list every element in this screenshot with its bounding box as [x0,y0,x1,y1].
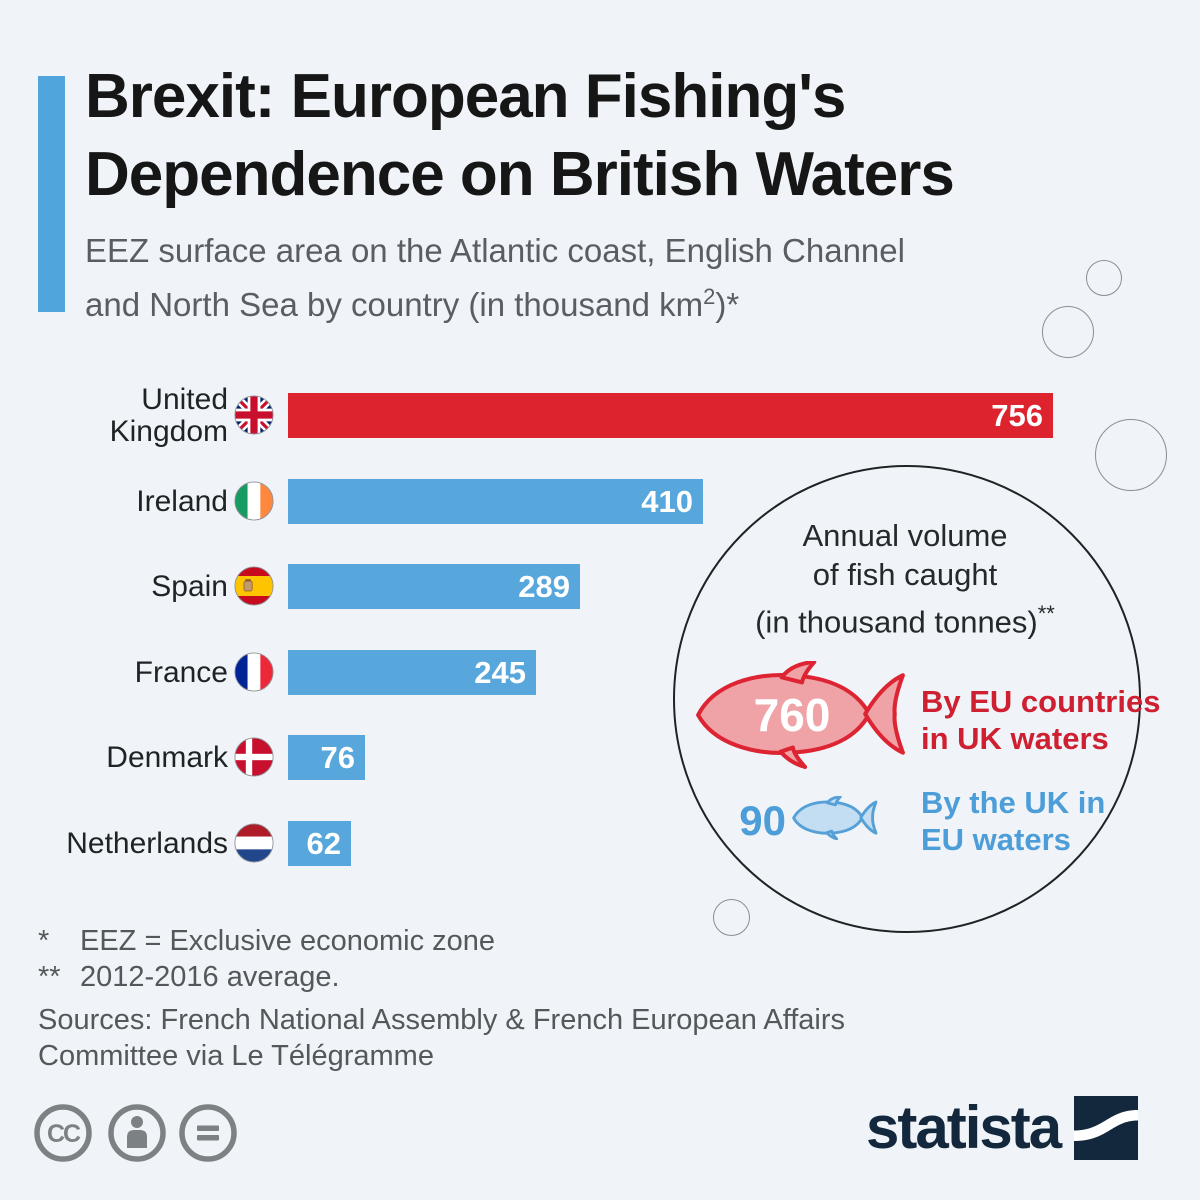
flag-france-icon [234,652,274,692]
bubble-decoration [713,899,750,936]
flag-united-kingdom-icon [234,395,274,435]
cc-nd-equals-icon[interactable] [177,1102,239,1164]
chart-subtitle: EEZ surface area on the Atlantic coast, … [85,232,905,323]
flag-netherlands-icon [234,823,274,863]
bar-netherlands: 62 [288,821,351,866]
bar-value: 289 [518,568,570,604]
small-fish-icon [792,796,878,840]
country-label: Denmark [106,740,228,774]
page-title: Brexit: European Fishing's Dependence on … [85,58,955,214]
bar-united-kingdom: 756 [288,393,1053,438]
footnote-eez: * EEZ = Exclusive economic zone [38,925,496,957]
big-fish-icon [696,661,905,769]
country-label: France [134,655,228,689]
bubble-decoration [1095,419,1167,491]
bar-value: 76 [320,739,355,775]
title-line-1: Brexit: European Fishing's [85,62,846,131]
country-label: Netherlands [66,826,228,860]
bar-france: 245 [288,650,536,695]
statista-wordmark: statista [866,1094,1062,1161]
title-line-2: Dependence on British Waters [85,140,955,209]
country-label: Ireland [136,484,228,518]
flag-denmark-icon [234,737,274,777]
small-fish-value: 90 [739,797,786,844]
big-fish-value: 760 [753,689,831,741]
eu-catch-label: By EU countries in UK waters [921,684,1161,756]
bar-value: 62 [306,825,341,861]
cc-icon[interactable]: CC [32,1102,94,1164]
bar-value: 410 [641,483,693,519]
annotation-circle [673,465,1141,933]
footnote-average: ** 2012-2016 average. [38,961,340,993]
flag-ireland-icon [234,481,274,521]
statista-logo-mark-icon [1074,1096,1139,1160]
bar-value: 245 [474,654,526,690]
title-accent-bar [38,76,65,312]
country-label: Spain [151,569,228,603]
bubble-decoration [1086,260,1122,296]
bubble-decoration [1042,306,1094,358]
svg-text:CC: CC [47,1120,81,1148]
bar-value: 756 [991,397,1043,433]
flag-spain-icon [234,566,274,606]
statista-logo[interactable]: statista [866,1094,1139,1161]
annotation-title: Annual volume of fish caught (in thousand … [755,518,1055,640]
cc-by-person-icon[interactable] [106,1102,168,1164]
uk-catch-label: By the UK in EU waters [921,785,1106,857]
bar-denmark: 76 [288,735,365,780]
bar-spain: 289 [288,564,580,609]
country-label: United Kingdom [109,382,228,448]
sources-text: Sources: French National Assembly & Fren… [38,1004,846,1072]
bar-ireland: 410 [288,479,703,524]
